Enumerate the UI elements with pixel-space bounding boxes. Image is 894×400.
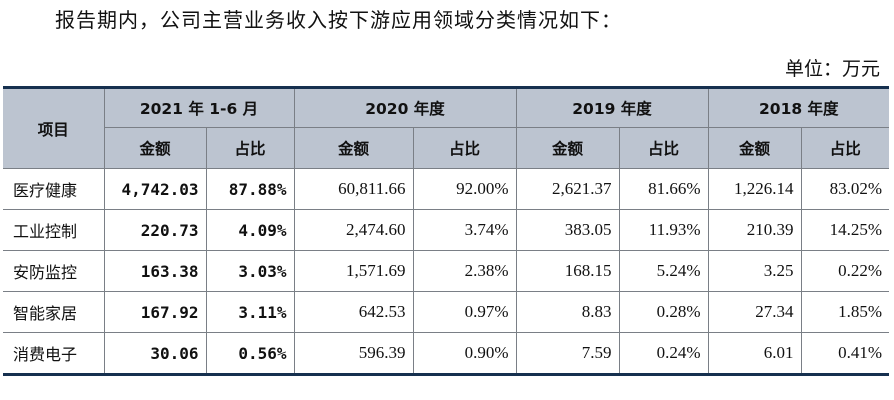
amount-subheader: 金额 [515, 127, 620, 169]
share-cell: 2.38% [412, 250, 517, 292]
share-cell: 0.28% [618, 291, 709, 333]
period-header: 2020 年度 [293, 87, 517, 128]
amount-cell: 1,571.69 [293, 250, 414, 292]
table-row: 医疗健康 4,742.03 87.88% 60,811.66 92.00% 2,621.3… [3, 168, 890, 210]
intro-paragraph: 报告期内，公司主营业务收入按下游应用领域分类情况如下： [55, 8, 622, 32]
amount-cell: 8.83 [515, 291, 620, 333]
amount-cell: 7.59 [515, 332, 620, 375]
row-label: 安防监控 [3, 250, 105, 292]
amount-cell: 220.73 [103, 209, 207, 251]
share-subheader: 占比 [412, 127, 517, 169]
row-label: 消费电子 [3, 332, 105, 375]
amount-cell: 383.05 [515, 209, 620, 251]
amount-cell: 1,226.14 [707, 168, 802, 210]
amount-cell: 163.38 [103, 250, 207, 292]
amount-subheader: 金额 [293, 127, 414, 169]
item-header: 项目 [3, 87, 105, 169]
amount-cell: 3.25 [707, 250, 802, 292]
amount-subheader: 金额 [103, 127, 207, 169]
table-row: 智能家居 167.92 3.11% 642.53 0.97% 8.83 0.28% 27.34… [3, 291, 890, 333]
period-header: 2018 年度 [707, 87, 890, 128]
share-cell: 0.90% [412, 332, 517, 375]
share-cell: 0.24% [618, 332, 709, 375]
row-label: 智能家居 [3, 291, 105, 333]
share-cell: 81.66% [618, 168, 709, 210]
row-label: 医疗健康 [3, 168, 105, 210]
amount-cell: 4,742.03 [103, 168, 207, 210]
share-cell: 0.56% [205, 332, 295, 375]
share-cell: 11.93% [618, 209, 709, 251]
share-cell: 87.88% [205, 168, 295, 210]
share-cell: 0.97% [412, 291, 517, 333]
share-cell: 92.00% [412, 168, 517, 210]
share-cell: 4.09% [205, 209, 295, 251]
row-label: 工业控制 [3, 209, 105, 251]
period-header: 2021 年 1-6 月 [103, 87, 295, 128]
amount-cell: 642.53 [293, 291, 414, 333]
amount-cell: 168.15 [515, 250, 620, 292]
amount-cell: 30.06 [103, 332, 207, 375]
amount-cell: 6.01 [707, 332, 802, 375]
share-cell: 3.11% [205, 291, 295, 333]
share-cell: 83.02% [800, 168, 890, 210]
share-cell: 14.25% [800, 209, 890, 251]
table-row: 工业控制 220.73 4.09% 2,474.60 3.74% 383.05 11.93%… [3, 209, 890, 251]
amount-cell: 210.39 [707, 209, 802, 251]
share-cell: 3.03% [205, 250, 295, 292]
amount-cell: 596.39 [293, 332, 414, 375]
share-cell: 5.24% [618, 250, 709, 292]
share-subheader: 占比 [618, 127, 709, 169]
table-row: 安防监控 163.38 3.03% 1,571.69 2.38% 168.15 5.24% 3… [3, 250, 890, 292]
share-cell: 3.74% [412, 209, 517, 251]
share-cell: 0.22% [800, 250, 890, 292]
amount-cell: 2,621.37 [515, 168, 620, 210]
period-header: 2019 年度 [515, 87, 709, 128]
table-row: 消费电子 30.06 0.56% 596.39 0.90% 7.59 0.24% 6.01 0.… [3, 332, 890, 375]
unit-label: 单位：万元 [784, 58, 880, 80]
revenue-by-application-table: 项目 2021 年 1-6 月 2020 年度 2019 年度 2018 年度 … [3, 86, 890, 376]
share-subheader: 占比 [800, 127, 890, 169]
amount-cell: 60,811.66 [293, 168, 414, 210]
amount-subheader: 金额 [707, 127, 802, 169]
share-cell: 0.41% [800, 332, 890, 375]
share-cell: 1.85% [800, 291, 890, 333]
share-subheader: 占比 [205, 127, 295, 169]
amount-cell: 2,474.60 [293, 209, 414, 251]
amount-cell: 167.92 [103, 291, 207, 333]
amount-cell: 27.34 [707, 291, 802, 333]
